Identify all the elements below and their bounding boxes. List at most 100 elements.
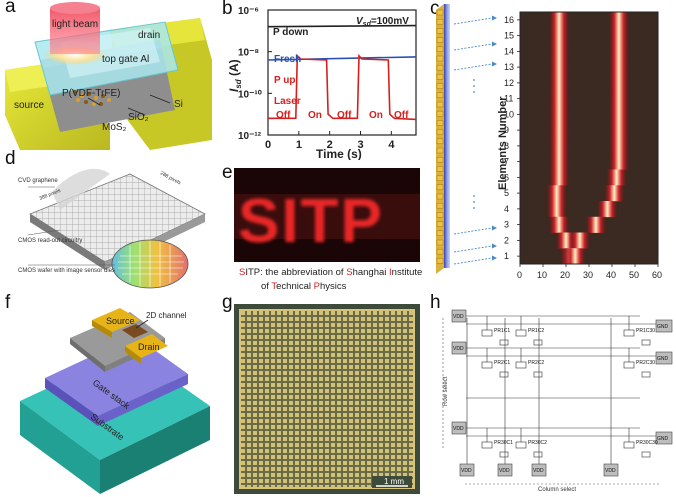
- h-transistor: [515, 361, 527, 369]
- h-column-select: Column select: [538, 487, 576, 493]
- h-vdd-col-box: [603, 463, 619, 477]
- light-beam-label: light beam: [52, 19, 98, 30]
- state-on-2: On: [369, 110, 383, 121]
- cap-part-5: echnical: [276, 281, 314, 292]
- f-source-label: Source: [106, 316, 135, 326]
- panel-label-e: e: [222, 162, 233, 183]
- h-transistor: [481, 441, 493, 449]
- c-row-label: 2: [504, 235, 509, 245]
- panel-label-g: g: [222, 292, 233, 313]
- panel-d-graphene-cmos: CVD graphene CMOS read-out circuitry CMO…: [18, 168, 206, 289]
- c-arrow: [453, 257, 493, 265]
- g-scale-bar-label: 1 mm: [384, 477, 404, 486]
- c-arrow-head: [492, 61, 497, 67]
- h-gnd-label: GND: [657, 356, 669, 362]
- cap-letter-p: P: [313, 281, 320, 292]
- c-row-label: 5: [504, 188, 509, 198]
- c-pixel: [436, 193, 444, 200]
- c-pixel: [436, 212, 444, 218]
- c-heat-cell: [547, 43, 571, 60]
- c-heat-cell: [607, 59, 631, 76]
- c-arrow: [453, 43, 493, 51]
- h-cell-label: PR30C2: [528, 440, 547, 446]
- c-heat-cell: [602, 185, 626, 202]
- c-row-label: 10: [504, 109, 514, 119]
- h-gnd-box: [655, 351, 673, 365]
- c-pixel: [436, 239, 444, 246]
- h-gnd-label: GND: [657, 436, 669, 442]
- c-pixel: [436, 92, 444, 99]
- cap-part-3: nstitute: [391, 267, 423, 278]
- b-ytick-label: 10⁻⁸: [238, 48, 259, 59]
- h-transistor-2: [533, 451, 543, 458]
- c-heat-cell: [547, 59, 571, 76]
- c-heat-cell: [547, 169, 571, 186]
- panel-label-h: h: [430, 292, 441, 313]
- h-vdd-col-box: [497, 463, 513, 477]
- c-arrow-head: [492, 225, 497, 231]
- sitp-caption: SITP: the abbreviation of Shanghai Insti…: [239, 266, 461, 294]
- h-cell-label: PR1C1: [494, 328, 510, 334]
- c-arrow-head: [492, 41, 497, 47]
- c-xtick-label: 40: [606, 270, 616, 280]
- b-vsd-label: Vsd=100mV: [356, 16, 409, 28]
- c-pixel: [436, 55, 444, 62]
- c-pixel: [436, 37, 444, 43]
- h-vdd-col-label: VDD: [605, 468, 616, 474]
- b-ytick-label: 10⁻¹²: [238, 131, 262, 142]
- c-row-label: 6: [504, 172, 509, 182]
- c-dot: [473, 195, 475, 197]
- panel-label-b: b: [222, 0, 233, 19]
- c-row-label: 3: [504, 220, 509, 230]
- h-transistor: [515, 441, 527, 449]
- h-transistor-2: [533, 339, 543, 346]
- cap-letter-t: T: [271, 281, 277, 292]
- h-transistor: [481, 329, 493, 337]
- drain-label: drain: [138, 30, 160, 41]
- c-heat-cell: [547, 75, 571, 92]
- c-row-label: 16: [504, 15, 514, 25]
- c-heat-cell: [607, 90, 631, 107]
- c-dot: [473, 91, 475, 93]
- panel-c-array-and-heatmap: 16 15 14 13 12 11 10 9 8 7 6 5 4 3 2 1 0 10 20 30 40 50 60 El…: [436, 4, 662, 280]
- c-dot: [473, 207, 475, 209]
- panel-label-d: d: [5, 148, 16, 169]
- c-row-label: 7: [504, 157, 509, 167]
- h-gnd-box: [655, 319, 673, 333]
- state-off-3: Off: [394, 110, 409, 121]
- c-row-label: 12: [504, 78, 514, 88]
- cap-part-6: hysics: [319, 281, 347, 292]
- c-dot: [473, 79, 475, 81]
- source-label: source: [14, 100, 44, 111]
- c-pixel: [436, 156, 444, 163]
- legend-p-down: P down: [273, 27, 308, 38]
- c-arrow: [453, 17, 493, 25]
- h-transistor: [481, 361, 493, 369]
- b-ytick-label: 10⁻¹⁰: [238, 89, 262, 100]
- c-heat-cell: [547, 27, 571, 44]
- h-transistor-2: [499, 371, 509, 378]
- b-ylabel: Isd (A): [227, 59, 243, 92]
- h-gnd-box: [655, 431, 673, 445]
- c-heat-cell: [607, 106, 631, 123]
- h-vdd-row-label: VDD: [453, 426, 464, 432]
- c-xtick-label: 10: [537, 270, 547, 280]
- legend-fresh: Fresh: [274, 54, 301, 65]
- c-heat-cell: [584, 216, 608, 233]
- c-pixel: [436, 120, 444, 126]
- cap-part-2: hanghai: [352, 267, 390, 278]
- panel-b-photocurrent-chart: 0 1 2 3 4 10⁻¹² 10⁻¹⁰ 10⁻⁸ 10⁻⁶ Isd (A) Time (s)…: [227, 6, 417, 160]
- panel-f-transistor-stack: Source Drain 2D channel Gate stack Subst…: [20, 308, 210, 494]
- c-ylabel: Elements Number: [497, 96, 509, 190]
- panel-h-readout-circuit: VDD GND PR1C1 PR1C2 PR1C30 VDD GND PR2C1 PR2C2 PR…: [442, 309, 673, 493]
- c-arrow: [453, 245, 493, 253]
- c-pixel: [436, 202, 444, 209]
- c-pixel: [436, 110, 444, 117]
- sitp-image-text: SITP: [238, 187, 384, 256]
- cap-letter-s: S: [239, 267, 246, 278]
- c-pixel: [436, 147, 444, 154]
- c-xtick-label: 60: [652, 270, 662, 280]
- c-heat-cell: [607, 27, 631, 44]
- panel-label-f: f: [5, 292, 11, 313]
- sio2-label: SiO₂: [128, 112, 149, 123]
